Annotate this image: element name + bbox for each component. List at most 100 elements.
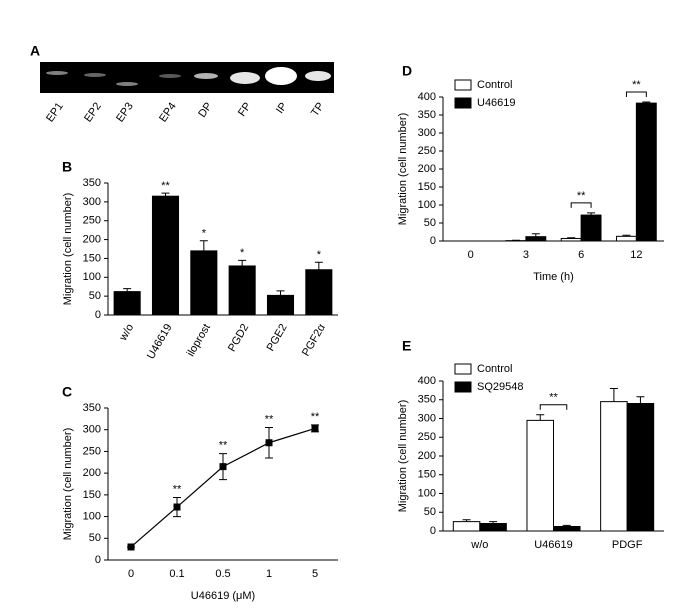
marker (127, 543, 135, 551)
significance-bracket (539, 404, 568, 410)
significance-label: ** (161, 180, 170, 192)
bar (626, 403, 655, 532)
y-tick-label: 0 (430, 235, 436, 247)
y-tick-label: 300 (83, 424, 101, 436)
significance-label: * (240, 247, 245, 259)
bar (479, 523, 507, 532)
significance-label: ** (549, 392, 558, 404)
bar (580, 214, 602, 242)
y-tick-label: 50 (89, 290, 101, 302)
marker (219, 463, 227, 471)
x-tick-label: 0 (128, 568, 134, 580)
error-bar (462, 519, 471, 522)
x-tick-label: 0.1 (169, 568, 184, 580)
x-tick-label: 3 (523, 249, 529, 261)
bar (151, 195, 180, 316)
error-bar (567, 237, 576, 239)
y-tick-label: 200 (83, 467, 101, 479)
x-tick-label: w/o (117, 322, 136, 344)
x-tick-label: PDGF (612, 539, 643, 551)
y-tick-label: 400 (418, 91, 436, 103)
lane-label: EP4 (157, 101, 179, 125)
y-tick-label: 100 (83, 271, 101, 283)
significance-label: ** (173, 483, 182, 495)
error-bar (238, 259, 247, 266)
y-tick-label: 100 (418, 487, 436, 499)
y-axis-label: Migration (cell number) (62, 193, 74, 305)
y-tick-label: 250 (418, 145, 436, 157)
error-bar (642, 101, 651, 104)
bar (525, 236, 547, 242)
y-tick-label: 200 (418, 163, 436, 175)
y-tick-label: 350 (83, 402, 101, 414)
y-axis-label: Migration (cell number) (62, 428, 74, 540)
y-tick-label: 150 (418, 469, 436, 481)
error-bar (609, 388, 618, 402)
error-bar (199, 240, 208, 251)
significance-bracket (570, 202, 592, 208)
y-tick-label: 200 (418, 450, 436, 462)
marker (265, 439, 273, 447)
significance-label: ** (311, 411, 320, 423)
x-tick-label: 0 (468, 249, 474, 261)
y-tick-label: 0 (430, 525, 436, 537)
gel-bands (46, 67, 331, 86)
legend-swatch (454, 97, 472, 109)
lane-label: EP2 (82, 101, 104, 125)
significance-label: ** (265, 413, 274, 425)
x-tick-label: iloprost (185, 322, 213, 359)
y-tick-label: 250 (83, 445, 101, 457)
y-tick-label: 50 (89, 532, 101, 544)
panel-letter: C (62, 384, 72, 400)
x-tick-label: PGF2α (300, 321, 328, 358)
y-tick-label: 50 (424, 506, 436, 518)
x-tick-label: 6 (578, 249, 584, 261)
bar (553, 526, 581, 532)
bar (305, 269, 333, 316)
lane-label: EP1 (44, 101, 66, 125)
x-tick-label: 12 (630, 249, 642, 261)
legend-label: Control (477, 79, 512, 91)
x-tick-label: U46619 (145, 322, 175, 361)
marker (173, 503, 181, 511)
error-bar (587, 212, 596, 216)
y-tick-label: 200 (83, 233, 101, 245)
x-tick-label: 5 (312, 568, 318, 580)
panel-letter: B (62, 159, 72, 175)
significance-bracket (625, 91, 647, 98)
legend-swatch (454, 381, 472, 393)
legend-label: Control (477, 363, 512, 375)
y-tick-label: 350 (418, 394, 436, 406)
bar (635, 102, 657, 242)
y-tick-label: 0 (95, 554, 101, 566)
bar (113, 291, 141, 316)
y-tick-label: 250 (418, 431, 436, 443)
y-axis-label: Migration (cell number) (397, 400, 409, 512)
error-bar (622, 234, 631, 237)
error-bar (123, 288, 132, 292)
x-tick-label: 0.5 (215, 568, 230, 580)
y-tick-label: 300 (83, 196, 101, 208)
significance-label: * (317, 249, 322, 261)
x-tick-label: PGE2 (265, 322, 290, 353)
y-tick-label: 350 (83, 177, 101, 189)
x-tick-label: U46619 (534, 539, 573, 551)
error-bar (276, 290, 285, 296)
panel-letter: E (402, 338, 411, 354)
y-tick-label: 400 (418, 375, 436, 387)
y-tick-label: 100 (83, 510, 101, 522)
error-bar (161, 192, 170, 197)
y-tick-label: 150 (83, 252, 101, 264)
bar (560, 237, 582, 242)
legend-swatch (454, 363, 472, 375)
error-bar (536, 414, 545, 421)
x-tick-label: PGD2 (226, 322, 251, 354)
y-tick-label: 100 (418, 199, 436, 211)
x-axis-label: Time (h) (533, 271, 574, 283)
error-bar (562, 524, 571, 527)
y-tick-label: 150 (418, 181, 436, 193)
y-tick-label: 300 (418, 412, 436, 424)
x-tick-label: w/o (470, 539, 488, 551)
